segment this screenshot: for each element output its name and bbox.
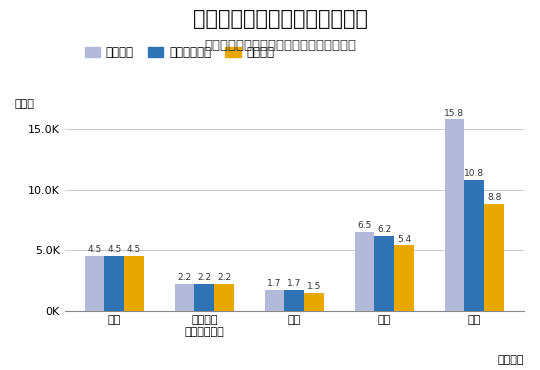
Bar xyxy=(355,232,374,311)
Bar xyxy=(124,256,144,311)
Bar xyxy=(214,284,234,311)
Bar xyxy=(304,293,324,311)
Text: 2.2: 2.2 xyxy=(178,273,192,282)
Text: 2.2: 2.2 xyxy=(217,273,231,282)
Text: 1.5: 1.5 xyxy=(307,282,321,291)
Text: 地域別従業員数、受講対象者数、完了者数: 地域別従業員数、受講対象者数、完了者数 xyxy=(205,39,357,52)
Text: （地域）: （地域） xyxy=(497,355,524,365)
Bar xyxy=(174,284,194,311)
Bar xyxy=(265,290,285,311)
Text: 15.8: 15.8 xyxy=(444,109,464,118)
Bar xyxy=(104,256,124,311)
Text: 1.7: 1.7 xyxy=(267,279,282,288)
Bar xyxy=(464,180,484,311)
Legend: 従業員数, 受講対象者数, 完了者数: 従業員数, 受講対象者数, 完了者数 xyxy=(80,41,279,63)
Bar xyxy=(285,290,304,311)
Text: 8.8: 8.8 xyxy=(487,194,501,202)
Bar xyxy=(374,236,394,311)
Bar xyxy=(194,284,214,311)
Bar xyxy=(85,256,104,311)
Text: オリンパスグローバル行動規範: オリンパスグローバル行動規範 xyxy=(193,9,368,29)
Text: 6.5: 6.5 xyxy=(357,221,372,230)
Text: （数）: （数） xyxy=(15,99,34,109)
Text: 4.5: 4.5 xyxy=(107,245,122,255)
Bar xyxy=(394,245,414,311)
Bar xyxy=(484,204,504,311)
Text: 4.5: 4.5 xyxy=(127,245,141,255)
Text: 5.4: 5.4 xyxy=(397,235,411,243)
Text: 6.2: 6.2 xyxy=(377,225,392,234)
Text: 2.2: 2.2 xyxy=(197,273,211,282)
Text: 4.5: 4.5 xyxy=(87,245,102,255)
Text: 1.7: 1.7 xyxy=(287,279,301,288)
Bar xyxy=(444,120,464,311)
Text: 10.8: 10.8 xyxy=(464,169,484,178)
